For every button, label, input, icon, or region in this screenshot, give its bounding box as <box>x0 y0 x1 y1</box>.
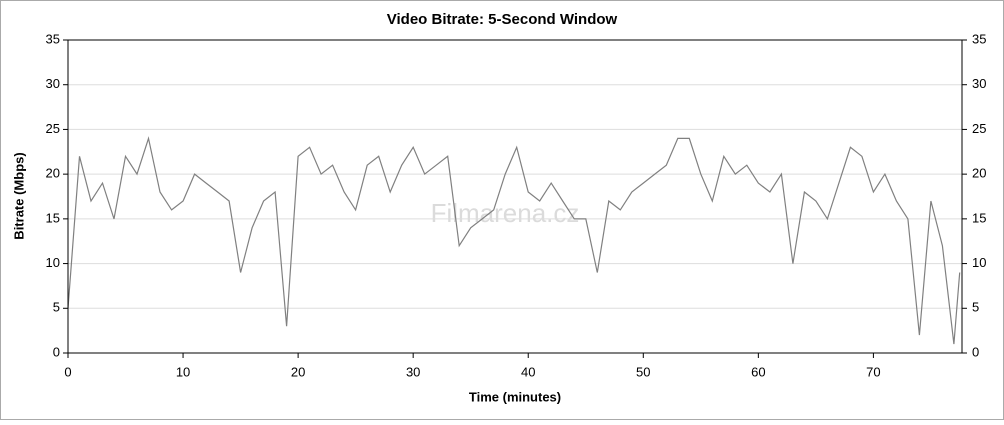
y-tick-label: 35 <box>46 31 60 46</box>
watermark: Filmarena.cz <box>431 198 580 228</box>
y2-tick-label: 10 <box>972 255 986 270</box>
x-tick-label: 20 <box>291 364 305 379</box>
x-tick-label: 50 <box>636 364 650 379</box>
y-tick-label: 30 <box>46 76 60 91</box>
y-axis-label: Bitrate (Mbps) <box>11 152 26 239</box>
x-tick-label: 60 <box>751 364 765 379</box>
x-axis-label: Time (minutes) <box>469 389 561 404</box>
y2-tick-label: 0 <box>972 344 979 359</box>
y2-tick-label: 25 <box>972 121 986 136</box>
y2-tick-label: 20 <box>972 166 986 181</box>
y-tick-label: 25 <box>46 121 60 136</box>
y-tick-label: 5 <box>53 300 60 315</box>
x-tick-label: 30 <box>406 364 420 379</box>
x-tick-label: 70 <box>866 364 880 379</box>
y2-tick-label: 15 <box>972 210 986 225</box>
x-tick-label: 40 <box>521 364 535 379</box>
y-tick-label: 15 <box>46 210 60 225</box>
y2-tick-label: 30 <box>972 76 986 91</box>
y-tick-label: 20 <box>46 166 60 181</box>
y-tick-label: 10 <box>46 255 60 270</box>
plot-border <box>67 39 963 354</box>
x-tick-label: 0 <box>64 364 71 379</box>
y-tick-label: 0 <box>53 344 60 359</box>
y2-tick-label: 5 <box>972 300 979 315</box>
y2-tick-label: 35 <box>972 31 986 46</box>
x-tick-label: 10 <box>176 364 190 379</box>
chart-title: Video Bitrate: 5-Second Window <box>387 11 618 28</box>
bitrate-line <box>67 136 961 345</box>
